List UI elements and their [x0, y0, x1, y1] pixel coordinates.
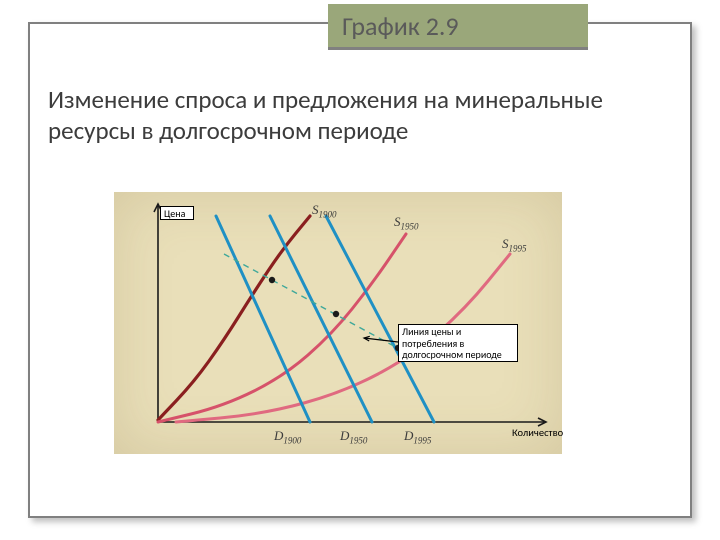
label-s1995: S1995: [502, 236, 527, 254]
label-d1950: D1950: [340, 428, 367, 446]
slide-subtitle: Изменение спроса и предложения на минера…: [48, 84, 668, 147]
label-s1950: S1950: [394, 214, 419, 232]
intersection-dot-0: [269, 277, 275, 283]
curve-D_1950: [270, 216, 372, 422]
curve-S_1900: [158, 216, 310, 420]
curve-S_1950: [158, 234, 406, 422]
title-tab: График 2.9: [328, 4, 588, 50]
x-axis-label: Количество: [512, 426, 568, 439]
supply-demand-chart: Цена Линия цены и потребления в долгосро…: [114, 192, 562, 454]
y-axis-label-box: Цена: [160, 206, 194, 220]
y-axis-label: Цена: [164, 207, 185, 220]
annotation-box: Линия цены и потребления в долгосрочном …: [398, 324, 518, 362]
label-d1900: D1900: [274, 428, 301, 446]
label-s1900: S1900: [312, 202, 337, 220]
chart-svg: [114, 192, 562, 454]
curve-D_1900: [216, 216, 310, 422]
slide: График 2.9 Изменение спроса и предложени…: [0, 0, 720, 540]
label-d1995: D1995: [404, 428, 431, 446]
annotation-text: Линия цены и потребления в долгосрочном …: [402, 325, 502, 361]
title-tab-text: График 2.9: [342, 10, 459, 42]
intersection-dot-1: [333, 311, 339, 317]
